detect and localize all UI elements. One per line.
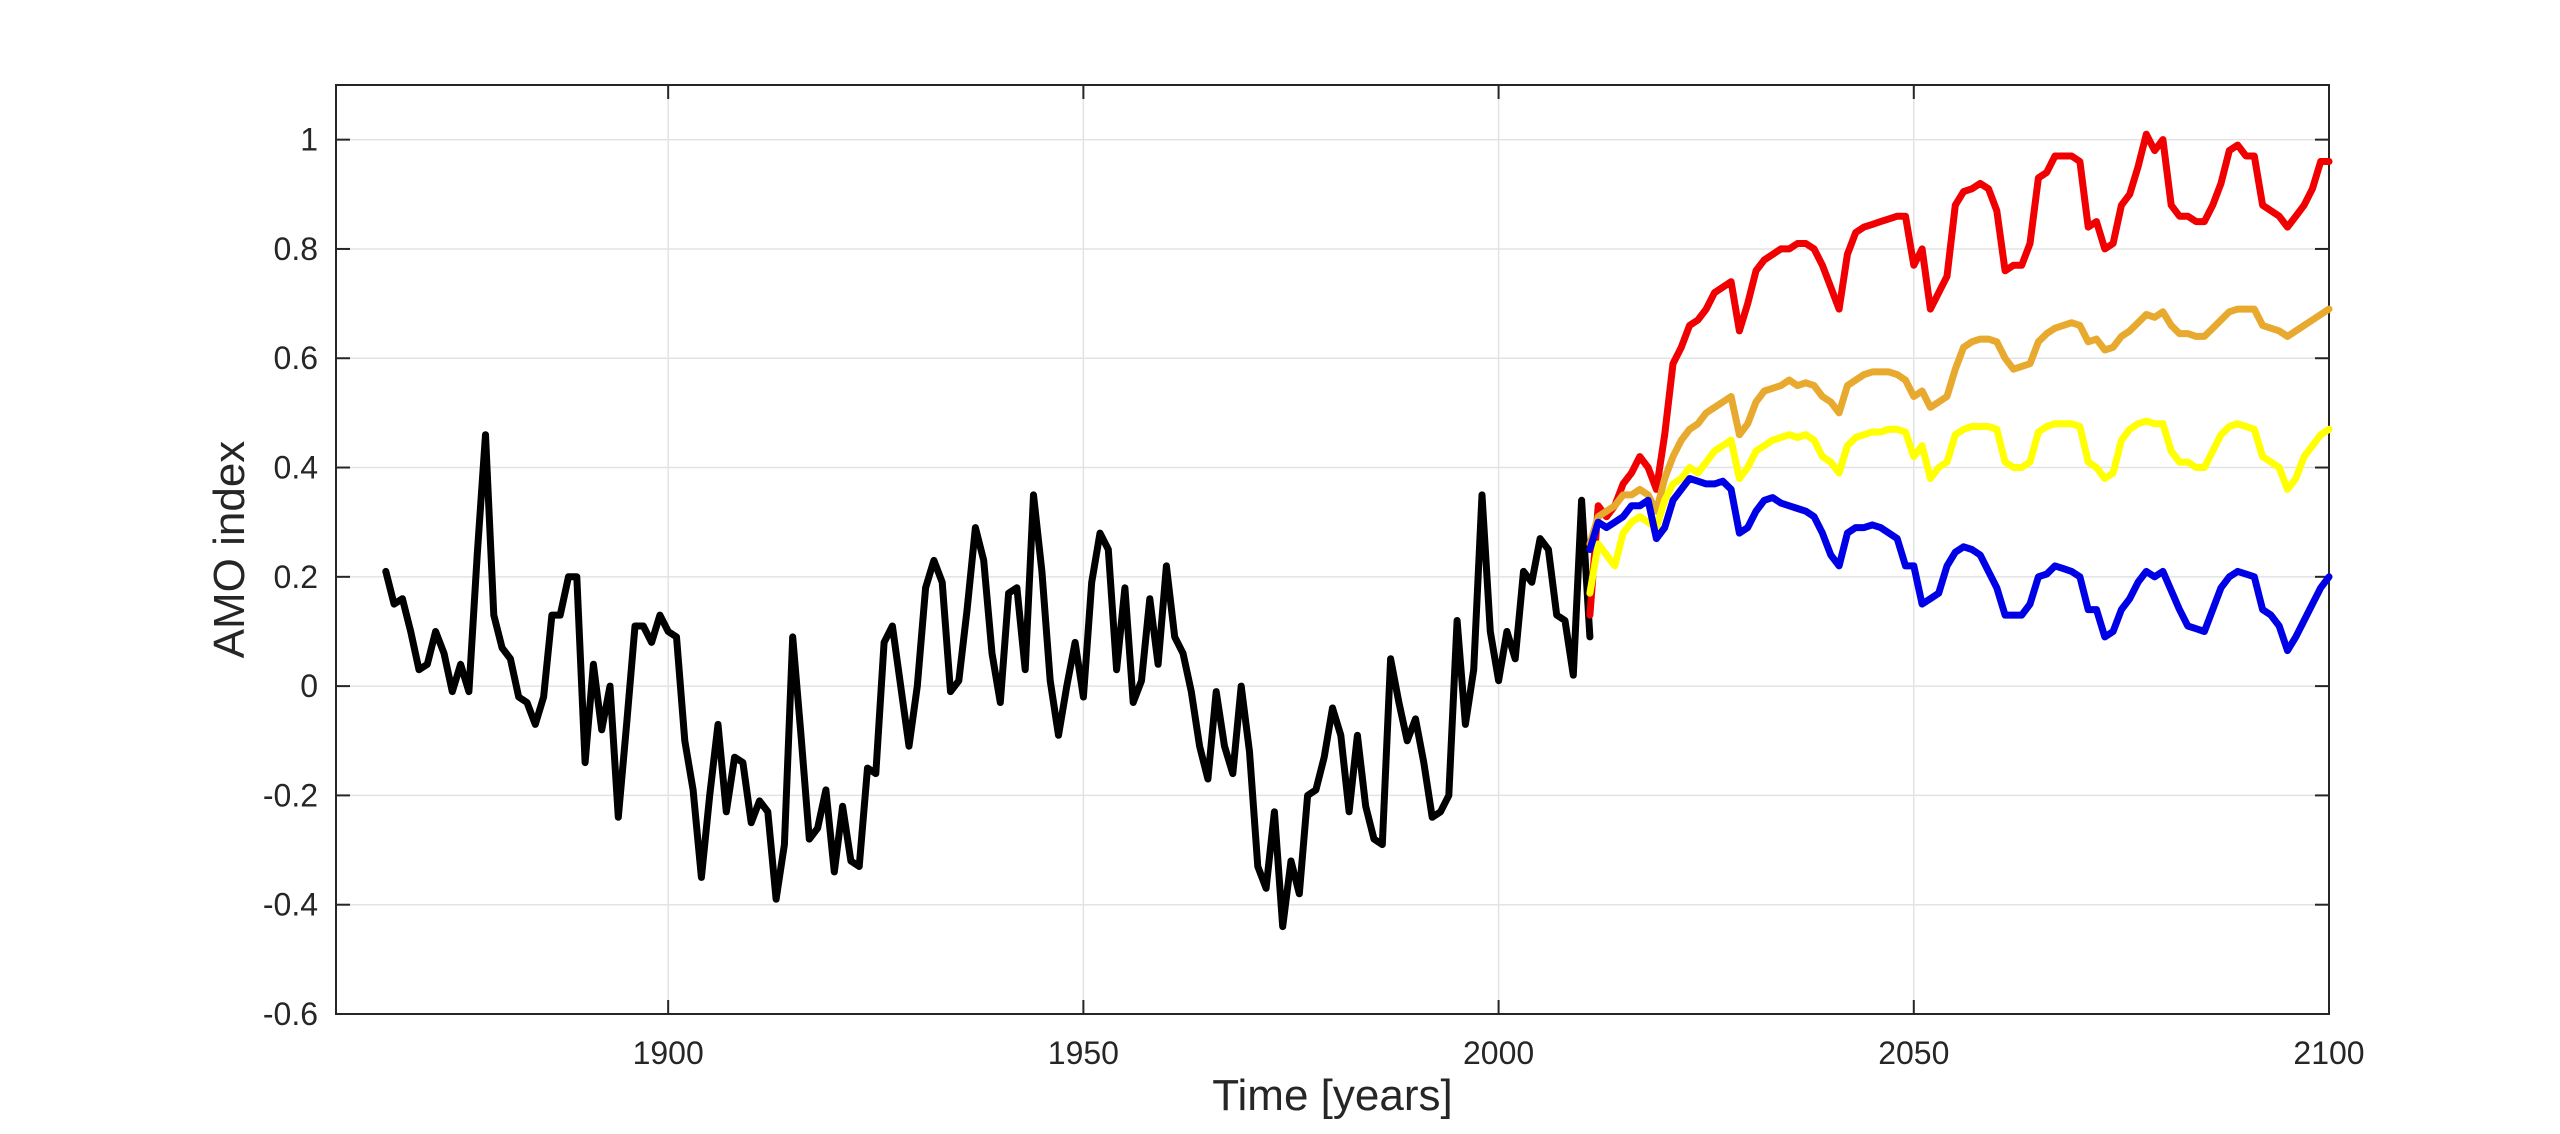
x-tick-label: 1900 — [633, 1035, 704, 1071]
y-tick-label: -0.2 — [263, 777, 318, 813]
series-line-1 — [1586, 130, 2333, 619]
series-line-0 — [382, 431, 1594, 931]
plot-area-frame — [335, 84, 2330, 1015]
y-tick-label: 0.2 — [274, 559, 318, 595]
series-line-3 — [1586, 417, 2333, 597]
y-tick-label: 0.8 — [274, 231, 318, 267]
x-axis-title: Time [years] — [1212, 1071, 1452, 1120]
series-line-4 — [1586, 475, 2333, 655]
y-tick-label: -0.6 — [263, 996, 318, 1032]
y-tick-label: 1 — [300, 122, 318, 158]
x-tick-label: 1950 — [1048, 1035, 1119, 1071]
y-axis-tick-labels: -0.6 -0.4 -0.2 0 0.2 0.4 0.6 0.8 1 — [263, 122, 318, 1032]
y-tick-label: 0.6 — [274, 340, 318, 376]
x-tick-label: 2050 — [1878, 1035, 1949, 1071]
y-tick-label: -0.4 — [263, 887, 318, 923]
x-tick-label: 2100 — [2293, 1035, 2364, 1071]
series-lines — [382, 130, 2333, 931]
y-tick-label: 0.4 — [274, 450, 318, 486]
x-axis-tick-labels: 1900 1950 2000 2050 2100 — [633, 1035, 2365, 1071]
x-tick-label: 2000 — [1463, 1035, 1534, 1071]
axis-ticks — [336, 85, 2330, 1015]
y-axis-title: AMO index — [205, 441, 254, 659]
series-line-2 — [1586, 305, 2333, 548]
y-tick-label: 0 — [300, 668, 318, 704]
